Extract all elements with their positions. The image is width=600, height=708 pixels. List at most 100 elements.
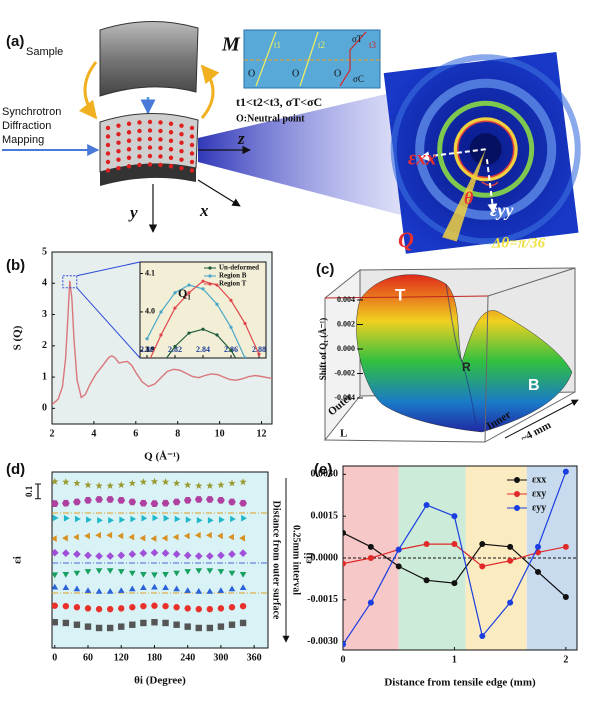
marker	[173, 585, 180, 592]
dot	[147, 119, 153, 125]
beam	[198, 88, 412, 218]
marker	[507, 557, 514, 564]
marker	[173, 570, 180, 577]
marker	[217, 532, 223, 540]
marker	[118, 623, 125, 630]
marker	[108, 517, 114, 524]
marker	[106, 568, 114, 574]
marker	[52, 535, 57, 542]
marker	[479, 563, 486, 570]
z-tick-label: 0.002	[337, 319, 355, 328]
marker	[423, 577, 430, 584]
marker	[228, 621, 236, 628]
marker	[206, 588, 214, 594]
marker	[117, 481, 125, 489]
label: θ	[464, 188, 474, 208]
marker	[217, 569, 225, 575]
marker	[130, 515, 137, 523]
marker	[194, 552, 203, 560]
marker	[174, 515, 181, 523]
label: Sample	[26, 46, 63, 58]
y-tick-label: 3	[42, 309, 47, 320]
marker	[239, 572, 247, 578]
y-axis-title: εij	[303, 552, 315, 563]
label: σT	[352, 34, 363, 44]
label: Mapping	[2, 134, 44, 146]
marker	[159, 310, 163, 314]
label: σC	[353, 74, 364, 84]
marker	[239, 602, 247, 610]
marker	[423, 541, 430, 548]
annotation: Distance from outer surface	[271, 501, 282, 620]
marker	[201, 279, 205, 283]
dot	[126, 147, 132, 152]
marker	[63, 514, 70, 522]
marker	[117, 497, 126, 504]
y-tick-label: 3.9	[145, 345, 155, 354]
x-axis-title: θi (Degree)	[134, 675, 186, 687]
marker	[173, 479, 181, 487]
marker	[162, 584, 169, 590]
ring	[390, 54, 581, 245]
dot	[126, 164, 132, 169]
dot	[105, 159, 111, 165]
dot	[116, 123, 121, 128]
dot	[116, 166, 121, 171]
marker	[183, 551, 192, 560]
x-tick-label: 0	[52, 652, 57, 663]
marker	[241, 514, 247, 522]
series-group	[145, 279, 261, 358]
marker	[217, 605, 225, 612]
t-line	[299, 31, 319, 87]
surface-label: R	[462, 360, 471, 374]
y-axis-title: S (Q)	[12, 325, 24, 350]
marker	[187, 291, 191, 295]
marker	[562, 594, 569, 601]
x-tick-label: 2.84	[196, 345, 210, 354]
y-tick-label: 0.0015	[311, 510, 339, 521]
marker	[217, 497, 225, 504]
marker	[195, 624, 202, 632]
marker	[145, 337, 149, 341]
y-tick-label: 0.0030	[311, 469, 339, 480]
box-edge	[487, 267, 576, 297]
marker	[73, 479, 81, 487]
marker	[95, 568, 103, 574]
x-tick-label: 12	[257, 428, 267, 439]
x-tick-label: 120	[114, 652, 129, 663]
marker	[562, 543, 569, 550]
marker	[395, 546, 402, 553]
z-tick-label: -0.004	[334, 393, 355, 402]
marker	[206, 605, 214, 613]
dot	[189, 168, 195, 173]
marker	[207, 517, 214, 524]
panel-label: (e)	[314, 461, 332, 478]
panel-label: (a)	[6, 33, 24, 50]
z-tick-label: 0.000	[337, 344, 355, 353]
marker	[161, 499, 170, 507]
arrow	[419, 148, 486, 162]
dot	[158, 128, 163, 134]
dot	[116, 132, 121, 137]
marker	[139, 478, 147, 486]
box-edge	[324, 295, 489, 299]
dot	[168, 130, 174, 135]
marker	[206, 482, 214, 489]
x-tick-label: 2	[563, 654, 568, 665]
x-tick-label: 300	[213, 652, 228, 663]
dot	[137, 154, 142, 159]
dot	[168, 155, 174, 160]
mapping-dots	[105, 119, 195, 173]
marker	[128, 550, 137, 558]
y-tick-label: 4.1	[145, 268, 155, 277]
dot	[168, 147, 174, 152]
marker	[228, 604, 236, 611]
marker	[206, 531, 212, 539]
marker	[95, 588, 103, 594]
marker	[215, 302, 219, 306]
t-line	[255, 31, 277, 87]
dot	[147, 162, 153, 167]
marker	[173, 621, 180, 628]
marker	[514, 505, 520, 511]
label: Synchrotron	[2, 106, 61, 118]
